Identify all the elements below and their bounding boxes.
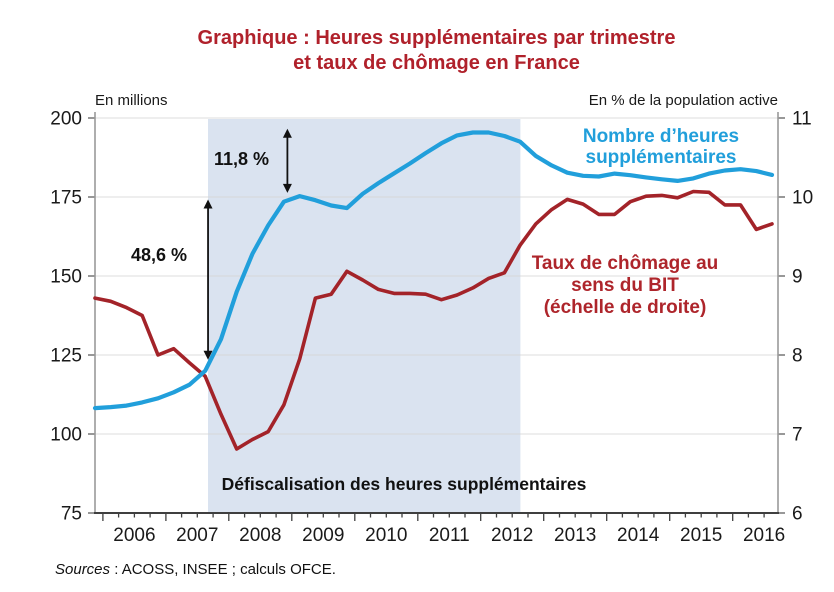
legend-unemployment-line2: sens du BIT (571, 275, 679, 296)
legend-overtime-line2: supplémentaires (585, 147, 737, 168)
left-axis-tick-label: 200 (50, 109, 82, 130)
x-axis-tick-label: 2008 (239, 525, 281, 546)
left-axis-tick-label: 100 (50, 425, 82, 446)
chart-title-line1: Graphique : Heures supplémentaires par t… (197, 27, 676, 49)
right-axis-tick-label: 11 (792, 109, 812, 130)
right-axis-tick-label: 8 (792, 346, 803, 367)
chart-title-line2: et taux de chômage en France (293, 52, 580, 74)
left-axis-tick-label: 125 (50, 346, 82, 367)
annotation-11-8-pct: 11,8 % (214, 149, 270, 169)
source-note: Sources : ACOSS, INSEE ; calculs OFCE. (55, 561, 336, 578)
left-axis-tick-label: 175 (50, 188, 82, 209)
right-axis-tick-label: 9 (792, 267, 803, 288)
x-axis-tick-label: 2012 (491, 525, 533, 546)
x-axis-tick-label: 2006 (113, 525, 155, 546)
x-axis-tick-label: 2011 (429, 525, 470, 546)
x-axis-tick-label: 2007 (176, 525, 218, 546)
left-axis-title: En millions (95, 92, 168, 109)
source-text: : ACOSS, INSEE ; calculs OFCE. (110, 561, 336, 578)
x-axis-tick-label: 2010 (365, 525, 407, 546)
legend-overtime-hours: Nombre d’heures supplémentaires (554, 126, 768, 168)
x-axis-tick-label: 2016 (743, 525, 785, 546)
chart-title: Graphique : Heures supplémentaires par t… (95, 26, 778, 76)
x-axis-tick-label: 2009 (302, 525, 344, 546)
unemployment-rate-line (93, 189, 774, 451)
legend-unemployment-line1: Taux de chômage au (531, 253, 719, 274)
legend-overtime-line1: Nombre d’heures (582, 126, 740, 147)
legend-unemployment-line3: (échelle de droite) (543, 297, 707, 318)
overtime-hours-line (92, 130, 775, 411)
source-prefix: Sources (55, 561, 111, 578)
right-axis-tick-label: 7 (792, 425, 803, 446)
x-axis-tick-label: 2013 (554, 525, 596, 546)
x-axis-tick-label: 2015 (680, 525, 722, 546)
legend-unemployment: Taux de chômage au sens du BIT (échelle … (518, 253, 732, 319)
x-axis-tick-label: 2014 (617, 525, 660, 546)
right-axis-tick-label: 6 (792, 504, 803, 525)
defiscalisation-region (208, 119, 521, 512)
right-axis-tick-label: 10 (792, 188, 813, 209)
left-axis-tick-label: 75 (61, 504, 82, 525)
annotation-48-6-pct: 48,6 % (131, 245, 188, 265)
annotation-arrow (282, 128, 292, 193)
right-axis-title: En % de la population active (588, 92, 778, 109)
left-axis-tick-label: 150 (50, 267, 82, 288)
annotation-arrow (203, 199, 213, 360)
defiscalisation-label: Défiscalisation des heures supplémentair… (221, 474, 587, 494)
